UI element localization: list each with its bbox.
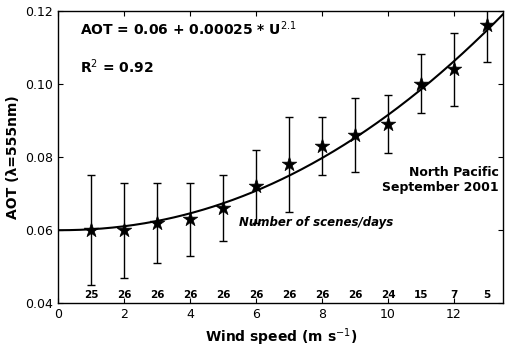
Point [120,227,128,233]
Point [252,183,260,189]
Text: 26: 26 [117,290,131,300]
Text: 25: 25 [83,290,98,300]
Point [153,220,161,226]
Text: 24: 24 [381,290,395,300]
Y-axis label: AOT (λ=555nm): AOT (λ=555nm) [6,95,19,219]
Point [384,121,392,127]
Point [219,205,227,211]
Point [318,143,326,149]
X-axis label: Wind speed (m s$^{-1}$): Wind speed (m s$^{-1}$) [205,327,357,348]
Text: 15: 15 [414,290,428,300]
Text: R$^2$ = 0.92: R$^2$ = 0.92 [80,57,154,76]
Text: 26: 26 [150,290,164,300]
Text: 26: 26 [281,290,296,300]
Text: Number of scenes/days: Number of scenes/days [239,216,393,229]
Text: 7: 7 [450,290,458,300]
Point [87,227,95,233]
Point [450,66,458,72]
Text: 26: 26 [249,290,263,300]
Text: 26: 26 [183,290,197,300]
Point [186,216,194,222]
Text: AOT = 0.06 + 0.00025 * U$^{2.1}$: AOT = 0.06 + 0.00025 * U$^{2.1}$ [80,19,297,38]
Text: 26: 26 [315,290,329,300]
Text: 26: 26 [216,290,230,300]
Text: 5: 5 [484,290,491,300]
Text: North Pacific
September 2001: North Pacific September 2001 [382,166,499,194]
Point [417,81,425,87]
Text: 26: 26 [348,290,362,300]
Point [285,161,293,167]
Point [483,22,491,28]
Point [351,132,359,138]
